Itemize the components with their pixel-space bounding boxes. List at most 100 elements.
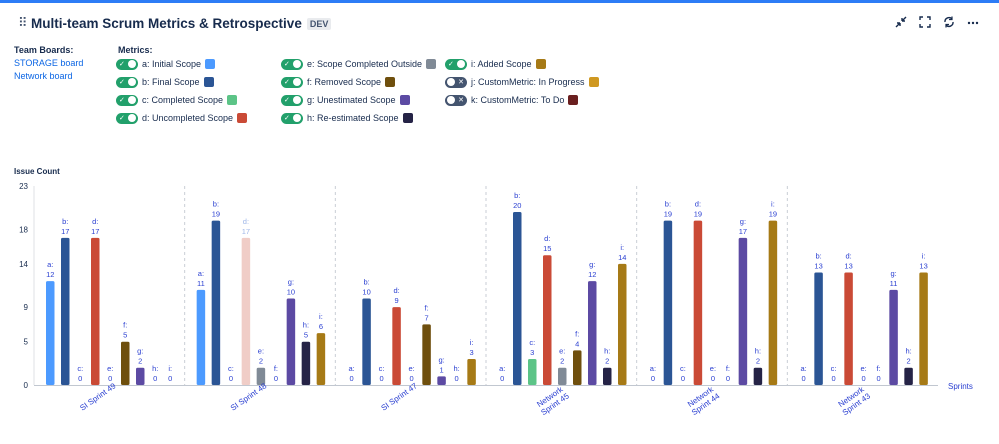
board-link-network[interactable]: Network board	[14, 70, 73, 81]
bar-key-label: f:	[424, 303, 428, 312]
metric-label: h: Re-estimated Scope	[307, 113, 399, 123]
board-link-storage[interactable]: STORAGE board	[14, 58, 84, 68]
check-icon: ✓	[284, 114, 290, 122]
metric-color-swatch	[426, 59, 437, 69]
bar-value-label: 0	[78, 374, 82, 383]
bar-d	[844, 272, 853, 385]
metric-color-swatch	[535, 59, 546, 69]
toggle-switch[interactable]: ✓	[445, 58, 467, 70]
bar-d	[543, 255, 552, 385]
bar-value-label: 6	[319, 322, 323, 331]
toggle-switch[interactable]: ✓	[116, 76, 138, 88]
bar-value-label: 11	[197, 279, 205, 288]
bar-key-label: i:	[771, 200, 775, 209]
bar-key-label: g:	[438, 355, 444, 364]
bar-value-label: 15	[543, 244, 551, 253]
cross-icon: ✕	[458, 78, 464, 86]
toggle-switch[interactable]: ✓	[281, 76, 303, 88]
bar-key-label: h:	[453, 364, 459, 373]
bar-value-label: 3	[469, 348, 473, 357]
bar-value-label: 0	[876, 374, 880, 383]
toggle-switch[interactable]: ✕	[445, 94, 467, 106]
metric-toggle-h[interactable]: ✓ h: Re-estimated Scope	[281, 112, 413, 124]
metric-color-swatch	[237, 113, 248, 123]
check-icon: ✓	[119, 96, 125, 104]
metric-toggle-d[interactable]: ✓ d: Uncompleted Scope	[116, 112, 248, 124]
metric-toggle-a[interactable]: ✓ a: Initial Scope	[116, 58, 216, 70]
toggle-switch[interactable]: ✓	[116, 112, 138, 124]
bar-h	[753, 367, 763, 385]
bar-h	[603, 367, 612, 385]
bar-value-label: 0	[726, 374, 730, 383]
bar-value-label: 12	[46, 270, 54, 279]
refresh-icon[interactable]	[943, 16, 955, 28]
bar-key-label: a:	[499, 364, 505, 373]
metric-label: a: Initial Scope	[142, 59, 202, 69]
bar-key-label: b:	[665, 200, 671, 209]
bar-value-label: 7	[424, 313, 428, 322]
metric-toggle-e[interactable]: ✓ e: Scope Completed Outside	[281, 58, 437, 70]
bar-value-label: 0	[861, 374, 865, 383]
metric-label: e: Scope Completed Outside	[307, 59, 423, 69]
y-tick-label: 0	[24, 381, 29, 390]
bar-value-label: 0	[711, 374, 715, 383]
bar-key-label: h:	[152, 364, 158, 373]
bar-value-label: 9	[394, 296, 398, 305]
bar-value-label: 0	[274, 374, 278, 383]
check-icon: ✓	[284, 78, 290, 86]
bar-value-label: 19	[664, 210, 672, 219]
y-tick-label: 9	[24, 303, 29, 312]
bar-value-label: 12	[588, 270, 596, 279]
bar-f	[422, 324, 431, 385]
fullscreen-icon[interactable]	[919, 16, 931, 28]
metric-toggle-k[interactable]: ✕ k: CustomMetric: To Do	[445, 94, 579, 106]
bar-value-label: 17	[61, 227, 69, 236]
metric-color-swatch	[385, 77, 396, 87]
bar-key-label: h:	[303, 321, 309, 330]
metric-toggle-f[interactable]: ✓ f: Removed Scope	[281, 76, 396, 88]
bar-value-label: 11	[890, 279, 898, 288]
metric-label: k: CustomMetric: To Do	[471, 95, 565, 105]
bar-f	[573, 350, 582, 385]
toggle-switch[interactable]: ✓	[116, 58, 138, 70]
team-boards: Team Boards: STORAGE board Network board	[14, 45, 83, 82]
bar-key-label: b:	[815, 252, 821, 261]
bar-key-label: g:	[137, 347, 143, 356]
bar-key-label: h:	[604, 347, 610, 356]
bar-key-label: e:	[710, 364, 716, 373]
toggle-knob	[128, 114, 136, 122]
toggle-switch[interactable]: ✕	[445, 76, 467, 88]
more-icon[interactable]	[967, 16, 979, 28]
bar-key-label: c:	[77, 364, 83, 373]
toggle-switch[interactable]: ✓	[281, 58, 303, 70]
metric-toggle-b[interactable]: ✓ b: Final Scope	[116, 76, 214, 88]
bar-a	[46, 281, 55, 385]
drag-handle-icon[interactable]: ⠿	[18, 15, 27, 30]
bar-b	[814, 272, 823, 385]
bar-key-label: a:	[348, 364, 354, 373]
metric-color-swatch	[227, 95, 238, 105]
bar-key-label: d:	[544, 234, 550, 243]
metric-toggle-i[interactable]: ✓ i: Added Scope	[445, 58, 546, 70]
bar-value-label: 2	[756, 357, 760, 366]
x-tick-label: NetworkSprint 45	[534, 384, 571, 417]
bar-value-label: 0	[153, 374, 157, 383]
bar-i	[316, 333, 326, 385]
metric-toggle-j[interactable]: ✕ j: CustomMetric: In Progress	[445, 76, 599, 88]
bar-e	[558, 367, 567, 385]
metric-label: c: Completed Scope	[142, 95, 224, 105]
panel-title-text: Multi-team Scrum Metrics & Retrospective	[31, 16, 302, 31]
metric-color-swatch	[205, 59, 216, 69]
toggle-switch[interactable]: ✓	[281, 112, 303, 124]
bar-key-label: c:	[379, 364, 385, 373]
bar-key-label: i:	[922, 252, 926, 261]
x-axis-title: Sprints	[948, 382, 973, 391]
toggle-switch[interactable]: ✓	[116, 94, 138, 106]
bar-g	[738, 237, 748, 385]
metric-color-swatch	[402, 113, 413, 123]
bar-value-label: 0	[349, 374, 353, 383]
metric-toggle-c[interactable]: ✓ c: Completed Scope	[116, 94, 238, 106]
shrink-icon[interactable]	[895, 16, 907, 28]
toggle-switch[interactable]: ✓	[281, 94, 303, 106]
metric-toggle-g[interactable]: ✓ g: Unestimated Scope	[281, 94, 410, 106]
